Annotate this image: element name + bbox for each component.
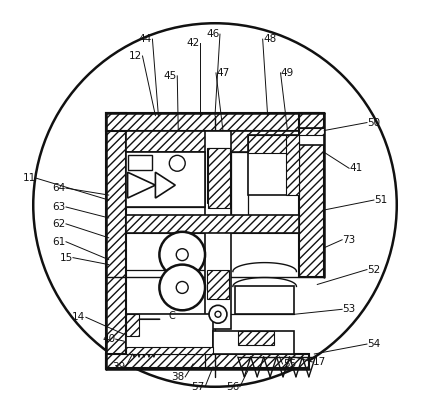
Circle shape	[160, 265, 205, 310]
Circle shape	[160, 232, 205, 277]
Circle shape	[215, 311, 221, 317]
Text: 46: 46	[206, 29, 220, 39]
Text: 54: 54	[367, 339, 381, 349]
Text: 56: 56	[226, 382, 240, 392]
Bar	[126, 314, 213, 354]
Text: O: O	[174, 159, 180, 168]
Text: 45: 45	[164, 71, 177, 81]
Text: 41: 41	[350, 163, 362, 173]
Text: 11: 11	[23, 173, 36, 183]
Bar	[235, 286, 295, 314]
Text: 49: 49	[281, 68, 294, 78]
Bar	[213, 331, 295, 354]
Polygon shape	[128, 172, 155, 198]
Text: 63: 63	[52, 202, 66, 212]
Polygon shape	[155, 172, 175, 198]
Text: 55: 55	[283, 359, 296, 369]
Circle shape	[33, 23, 397, 387]
Bar	[207, 270, 229, 299]
Circle shape	[169, 155, 185, 171]
Circle shape	[176, 282, 188, 293]
Bar	[207, 148, 229, 203]
Bar	[299, 113, 324, 277]
Text: 51: 51	[374, 195, 387, 205]
Bar	[286, 136, 299, 195]
Bar	[208, 148, 230, 208]
Bar	[128, 155, 152, 170]
Text: 14: 14	[72, 312, 86, 322]
Text: 50: 50	[367, 118, 381, 127]
Bar	[248, 136, 299, 195]
Text: 73: 73	[342, 235, 356, 245]
Text: 57: 57	[191, 382, 205, 392]
Text: 42: 42	[187, 38, 200, 48]
Bar	[299, 127, 324, 136]
Bar	[126, 152, 205, 207]
Bar	[205, 131, 231, 329]
Bar	[126, 347, 213, 354]
Text: 61: 61	[52, 237, 66, 247]
Circle shape	[209, 305, 227, 323]
Bar	[238, 331, 273, 345]
Text: 52: 52	[367, 265, 381, 275]
Bar	[126, 314, 138, 336]
Text: 62: 62	[52, 219, 66, 229]
Bar	[106, 354, 309, 368]
Circle shape	[176, 249, 188, 261]
Text: 53: 53	[342, 304, 356, 314]
Text: 40: 40	[102, 334, 115, 344]
Text: C: C	[169, 311, 176, 321]
Bar	[106, 113, 126, 369]
Bar	[106, 113, 319, 131]
Text: 39: 39	[112, 362, 125, 372]
Bar	[126, 215, 299, 233]
Bar	[126, 131, 299, 152]
Text: 12: 12	[129, 51, 142, 61]
Text: 48: 48	[263, 34, 276, 44]
Text: 64: 64	[52, 183, 66, 193]
Text: 44: 44	[139, 34, 152, 44]
Text: 17: 17	[313, 357, 326, 367]
Text: 47: 47	[216, 68, 230, 78]
Bar	[299, 127, 324, 145]
Text: 38: 38	[172, 372, 185, 382]
Text: 15: 15	[59, 253, 73, 263]
Bar	[248, 136, 299, 153]
